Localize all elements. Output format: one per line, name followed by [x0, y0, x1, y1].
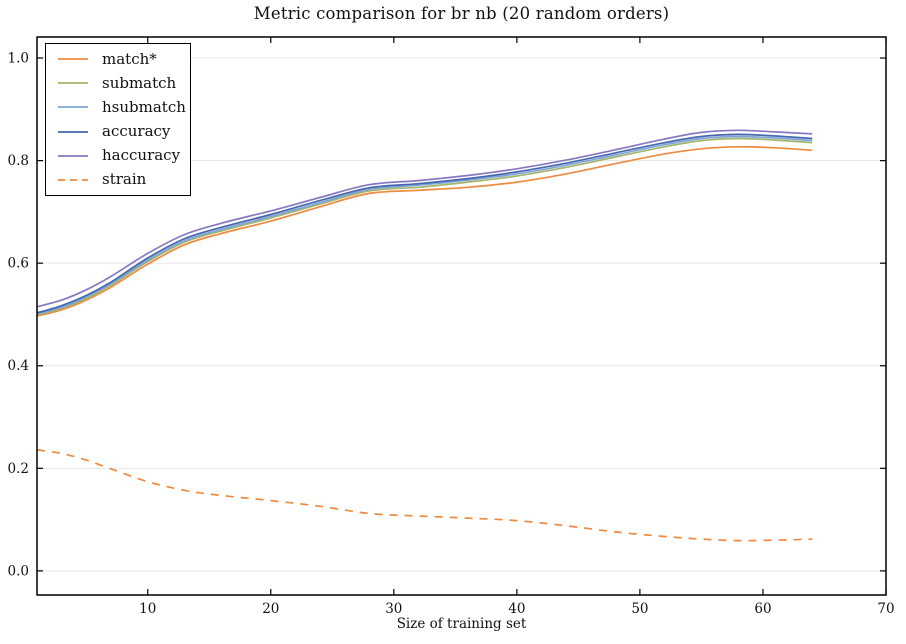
y-tick-label: 1.0: [8, 51, 29, 67]
legend-label: submatch: [102, 73, 177, 92]
legend-line-sample: [58, 82, 88, 85]
x-tick-label: 70: [877, 601, 894, 617]
x-tick-label: 20: [262, 601, 279, 617]
legend-line-sample: [58, 130, 88, 133]
legend-item: hsubmatch: [57, 95, 190, 119]
series-line-strain: [37, 449, 813, 542]
x-tick-label: 10: [139, 601, 156, 617]
x-tick-label: 40: [508, 601, 525, 617]
x-tick-label: 50: [631, 601, 648, 617]
legend: match* submatch hsubmatch accuracy haccuracy…: [45, 43, 191, 196]
series-line-haccuracy: [37, 129, 813, 308]
y-tick-label: 0.8: [8, 153, 29, 169]
chart-title: Metric comparison for br nb (20 random o…: [253, 4, 670, 23]
legend-item: accuracy: [57, 120, 190, 144]
legend-label: haccuracy: [102, 146, 181, 165]
legend-item: submatch: [57, 71, 190, 95]
legend-item: haccuracy: [57, 144, 190, 168]
y-tick-label: 0.2: [8, 461, 29, 477]
plot-frame: [36, 36, 887, 596]
legend-label: strain: [102, 170, 147, 189]
legend-item: strain: [57, 168, 190, 192]
series-line-match: [37, 145, 813, 317]
y-tick-label: 0.4: [8, 358, 29, 374]
x-tick-label: 30: [385, 601, 402, 617]
series-line-hsubmatch: [37, 135, 813, 315]
x-axis-label: Size of training set: [396, 616, 527, 632]
series-line-submatch: [37, 137, 813, 316]
legend-label: accuracy: [102, 122, 171, 141]
legend-item: match*: [57, 47, 190, 71]
y-tick-label: 0.6: [8, 256, 29, 272]
y-tick-label: 0.0: [8, 563, 29, 579]
legend-line-sample: [58, 178, 88, 181]
legend-line-sample: [58, 154, 88, 157]
x-tick-label: 60: [754, 601, 771, 617]
legend-label: hsubmatch: [102, 97, 186, 116]
legend-line-sample: [58, 58, 88, 60]
legend-line-sample: [58, 106, 88, 109]
series-line-accuracy: [37, 133, 813, 314]
legend-label: match*: [102, 49, 157, 68]
